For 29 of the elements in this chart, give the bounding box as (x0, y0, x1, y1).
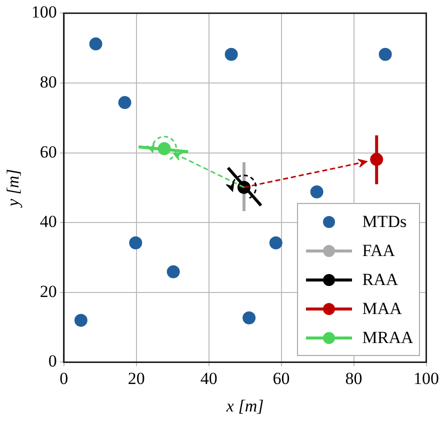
point (269, 236, 282, 250)
legend-label: FAA (362, 240, 395, 261)
x-tick-label: 20 (128, 368, 145, 388)
legend-label: MTDs (362, 212, 407, 232)
point (129, 236, 142, 250)
y-tick-label: 20 (40, 282, 57, 301)
x-tick-label: 60 (272, 368, 290, 388)
y-tick-label: 80 (40, 72, 57, 92)
x-tick-label: 40 (200, 368, 218, 388)
point (242, 311, 256, 324)
x-tick-label: 100 (414, 368, 439, 388)
y-tick-label: 40 (40, 212, 57, 232)
point (378, 48, 392, 61)
x-tick-label: 80 (345, 368, 362, 388)
point (74, 314, 88, 327)
point (89, 37, 102, 50)
legend-label: MRAA (362, 328, 414, 348)
point (166, 265, 180, 278)
x-axis-title: x [m] (225, 396, 264, 416)
legend-label: RAA (362, 270, 398, 290)
y-tick-label: 60 (40, 142, 57, 162)
y-axis-title: y [m] (4, 169, 23, 208)
point (370, 152, 384, 166)
y-tick-label: 0 (48, 352, 57, 371)
legend-label: MAA (362, 298, 402, 319)
point (118, 96, 132, 110)
y-tick-label: 100 (31, 2, 57, 22)
point (224, 48, 238, 61)
point (310, 185, 324, 198)
